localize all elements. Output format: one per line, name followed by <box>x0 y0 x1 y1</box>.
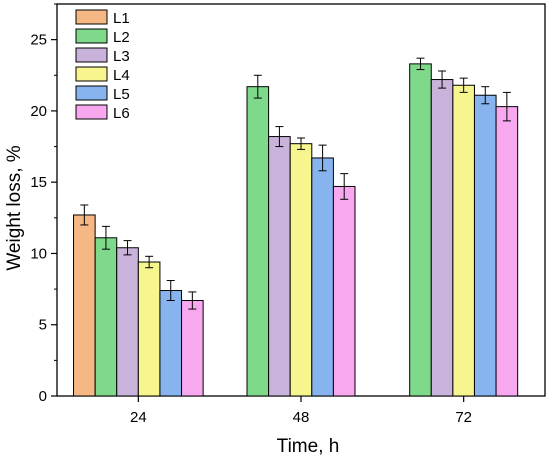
legend-swatch-l2 <box>75 28 108 44</box>
error-bar-l4-72 <box>459 77 468 93</box>
y-tick-label: 15 <box>30 174 47 191</box>
legend-label-l2: L2 <box>113 29 130 46</box>
legend-swatch-l1 <box>75 9 108 25</box>
legend-swatch-l3 <box>75 47 108 63</box>
bar-l5-24 <box>159 290 183 397</box>
bar-l1-24 <box>73 214 96 397</box>
bar-l6-72 <box>495 106 519 397</box>
y-axis-title: Weight loss, % <box>4 145 25 270</box>
bar-l2-48 <box>246 86 270 397</box>
y-tick-label: 10 <box>30 245 47 262</box>
x-axis-title: Time, h <box>277 436 340 457</box>
legend-label-l3: L3 <box>113 48 130 65</box>
legend-swatch-l5 <box>75 85 108 101</box>
legend-label-l4: L4 <box>113 67 130 84</box>
error-bar-l2-72 <box>416 57 425 71</box>
legend-label-l1: L1 <box>113 10 130 27</box>
x-tick-label: 72 <box>455 409 472 426</box>
y-tick-label: 5 <box>39 317 47 334</box>
legend-swatch-l4 <box>75 66 108 82</box>
bar-l4-72 <box>452 84 475 397</box>
bar-l3-24 <box>116 247 139 397</box>
error-bar-l2-48 <box>253 74 262 99</box>
bar-l3-72 <box>430 79 454 397</box>
y-tick-label: 20 <box>30 103 47 120</box>
bar-l4-24 <box>137 261 161 397</box>
error-bar-l6-24 <box>188 291 197 310</box>
error-bar-l3-72 <box>438 70 447 89</box>
error-bar-l4-48 <box>297 137 305 150</box>
error-bar-l3-48 <box>275 126 284 148</box>
error-bar-l5-24 <box>166 280 175 301</box>
error-bar-l4-24 <box>145 255 154 269</box>
legend-swatch-l6 <box>75 104 108 120</box>
bar-l2-24 <box>94 237 118 397</box>
x-tick-label: 24 <box>130 409 147 426</box>
bar-l3-48 <box>268 136 291 397</box>
bars <box>73 63 519 397</box>
bar-l6-24 <box>181 299 204 397</box>
error-bar-l6-72 <box>502 91 511 122</box>
bar-l4-48 <box>289 143 313 397</box>
bar-l6-48 <box>332 185 356 397</box>
legend-label-l6: L6 <box>113 105 130 122</box>
bar-l5-48 <box>311 157 334 397</box>
bar-l5-72 <box>473 94 497 397</box>
error-bars <box>80 57 511 310</box>
y-tick-label: 0 <box>39 388 47 405</box>
x-tick-label: 48 <box>293 409 310 426</box>
error-bar-l5-72 <box>481 86 490 105</box>
error-bar-l6-48 <box>340 173 349 200</box>
y-tick-label: 25 <box>30 32 47 49</box>
x-axis: 24 48 72 <box>130 396 472 426</box>
bar-l2-72 <box>409 63 432 397</box>
legend: L1 L2 L3 L4 L5 L6 <box>75 9 130 122</box>
legend-label-l5: L5 <box>113 86 130 103</box>
y-axis: 0 5 10 15 20 25 <box>30 3 57 405</box>
error-bar-l3-24 <box>123 240 132 256</box>
error-bar-l1-24 <box>80 204 89 226</box>
error-bar-l2-24 <box>101 225 110 250</box>
error-bar-l5-48 <box>318 144 327 172</box>
